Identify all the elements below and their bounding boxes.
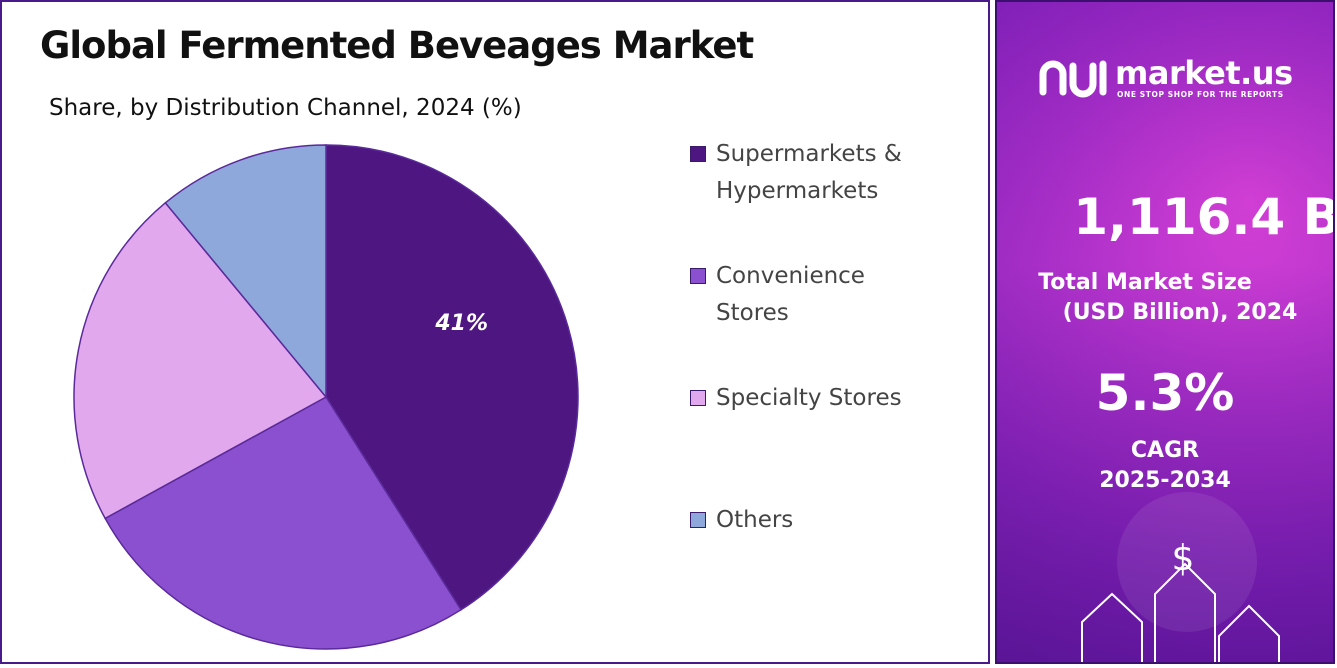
cagr-label-line2: 2025-2034 [1099,468,1231,493]
coin-glow [1117,492,1257,632]
pie-slice-specialty-stores [73,201,328,520]
legend-label: Specialty Stores [716,385,902,411]
growth-arrow-icon [1081,592,1143,662]
legend-swatch [690,512,706,528]
growth-arrow-icon [1218,604,1280,662]
pie-slice-supermarkets-hypermarkets [325,144,579,611]
market-size-label: Total Market Size (USD Billion), 2024 [997,268,1333,328]
chart-title: Global Fermented Beveages Market [40,24,754,67]
pie-slice-others [164,144,327,400]
chart-subtitle: Share, by Distribution Channel, 2024 (%) [49,95,522,121]
legend-item-supermarkets: Supermarkets & Hypermarkets [690,136,936,210]
legend-label: Others [716,507,794,533]
info-panel: $ market.us ONE STOP SHOP FOR THE REPORT… [995,0,1335,664]
brand-name: market.us [1115,54,1293,92]
decor-graphics: $ [1081,492,1280,662]
cagr-label: CAGR 2025-2034 [997,436,1333,496]
growth-arrow-icon [1154,562,1216,662]
market-size-value: 1,116.4 B [1073,188,1335,246]
legend-item-convenience: Convenience Stores [690,258,906,332]
pie-slice-convenience-stores [104,396,463,650]
market-us-logo-icon [1039,60,1107,98]
pie-data-label: 41% [434,311,488,336]
legend-item-specialty: Specialty Stores [690,380,976,417]
legend-swatch [690,146,706,162]
legend-swatch [690,390,706,406]
legend-swatch [690,268,706,284]
brand-tagline: ONE STOP SHOP FOR THE REPORTS [1117,90,1284,99]
cagr-label-line1: CAGR [1130,438,1200,463]
legend-item-others: Others [690,502,793,539]
pie-chart: 41% [73,144,579,650]
chart-panel: Global Fermented Beveages Market Share, … [0,0,990,664]
market-size-label-line1: Total Market Size [1038,270,1252,295]
brand: market.us ONE STOP SHOP FOR THE REPORTS [1037,52,1317,112]
legend-label: Supermarkets & Hypermarkets [716,141,902,204]
legend-label: Convenience Stores [716,263,865,326]
cagr-value: 5.3% [1095,364,1235,422]
market-size-label-line2: (USD Billion), 2024 [1062,300,1298,325]
